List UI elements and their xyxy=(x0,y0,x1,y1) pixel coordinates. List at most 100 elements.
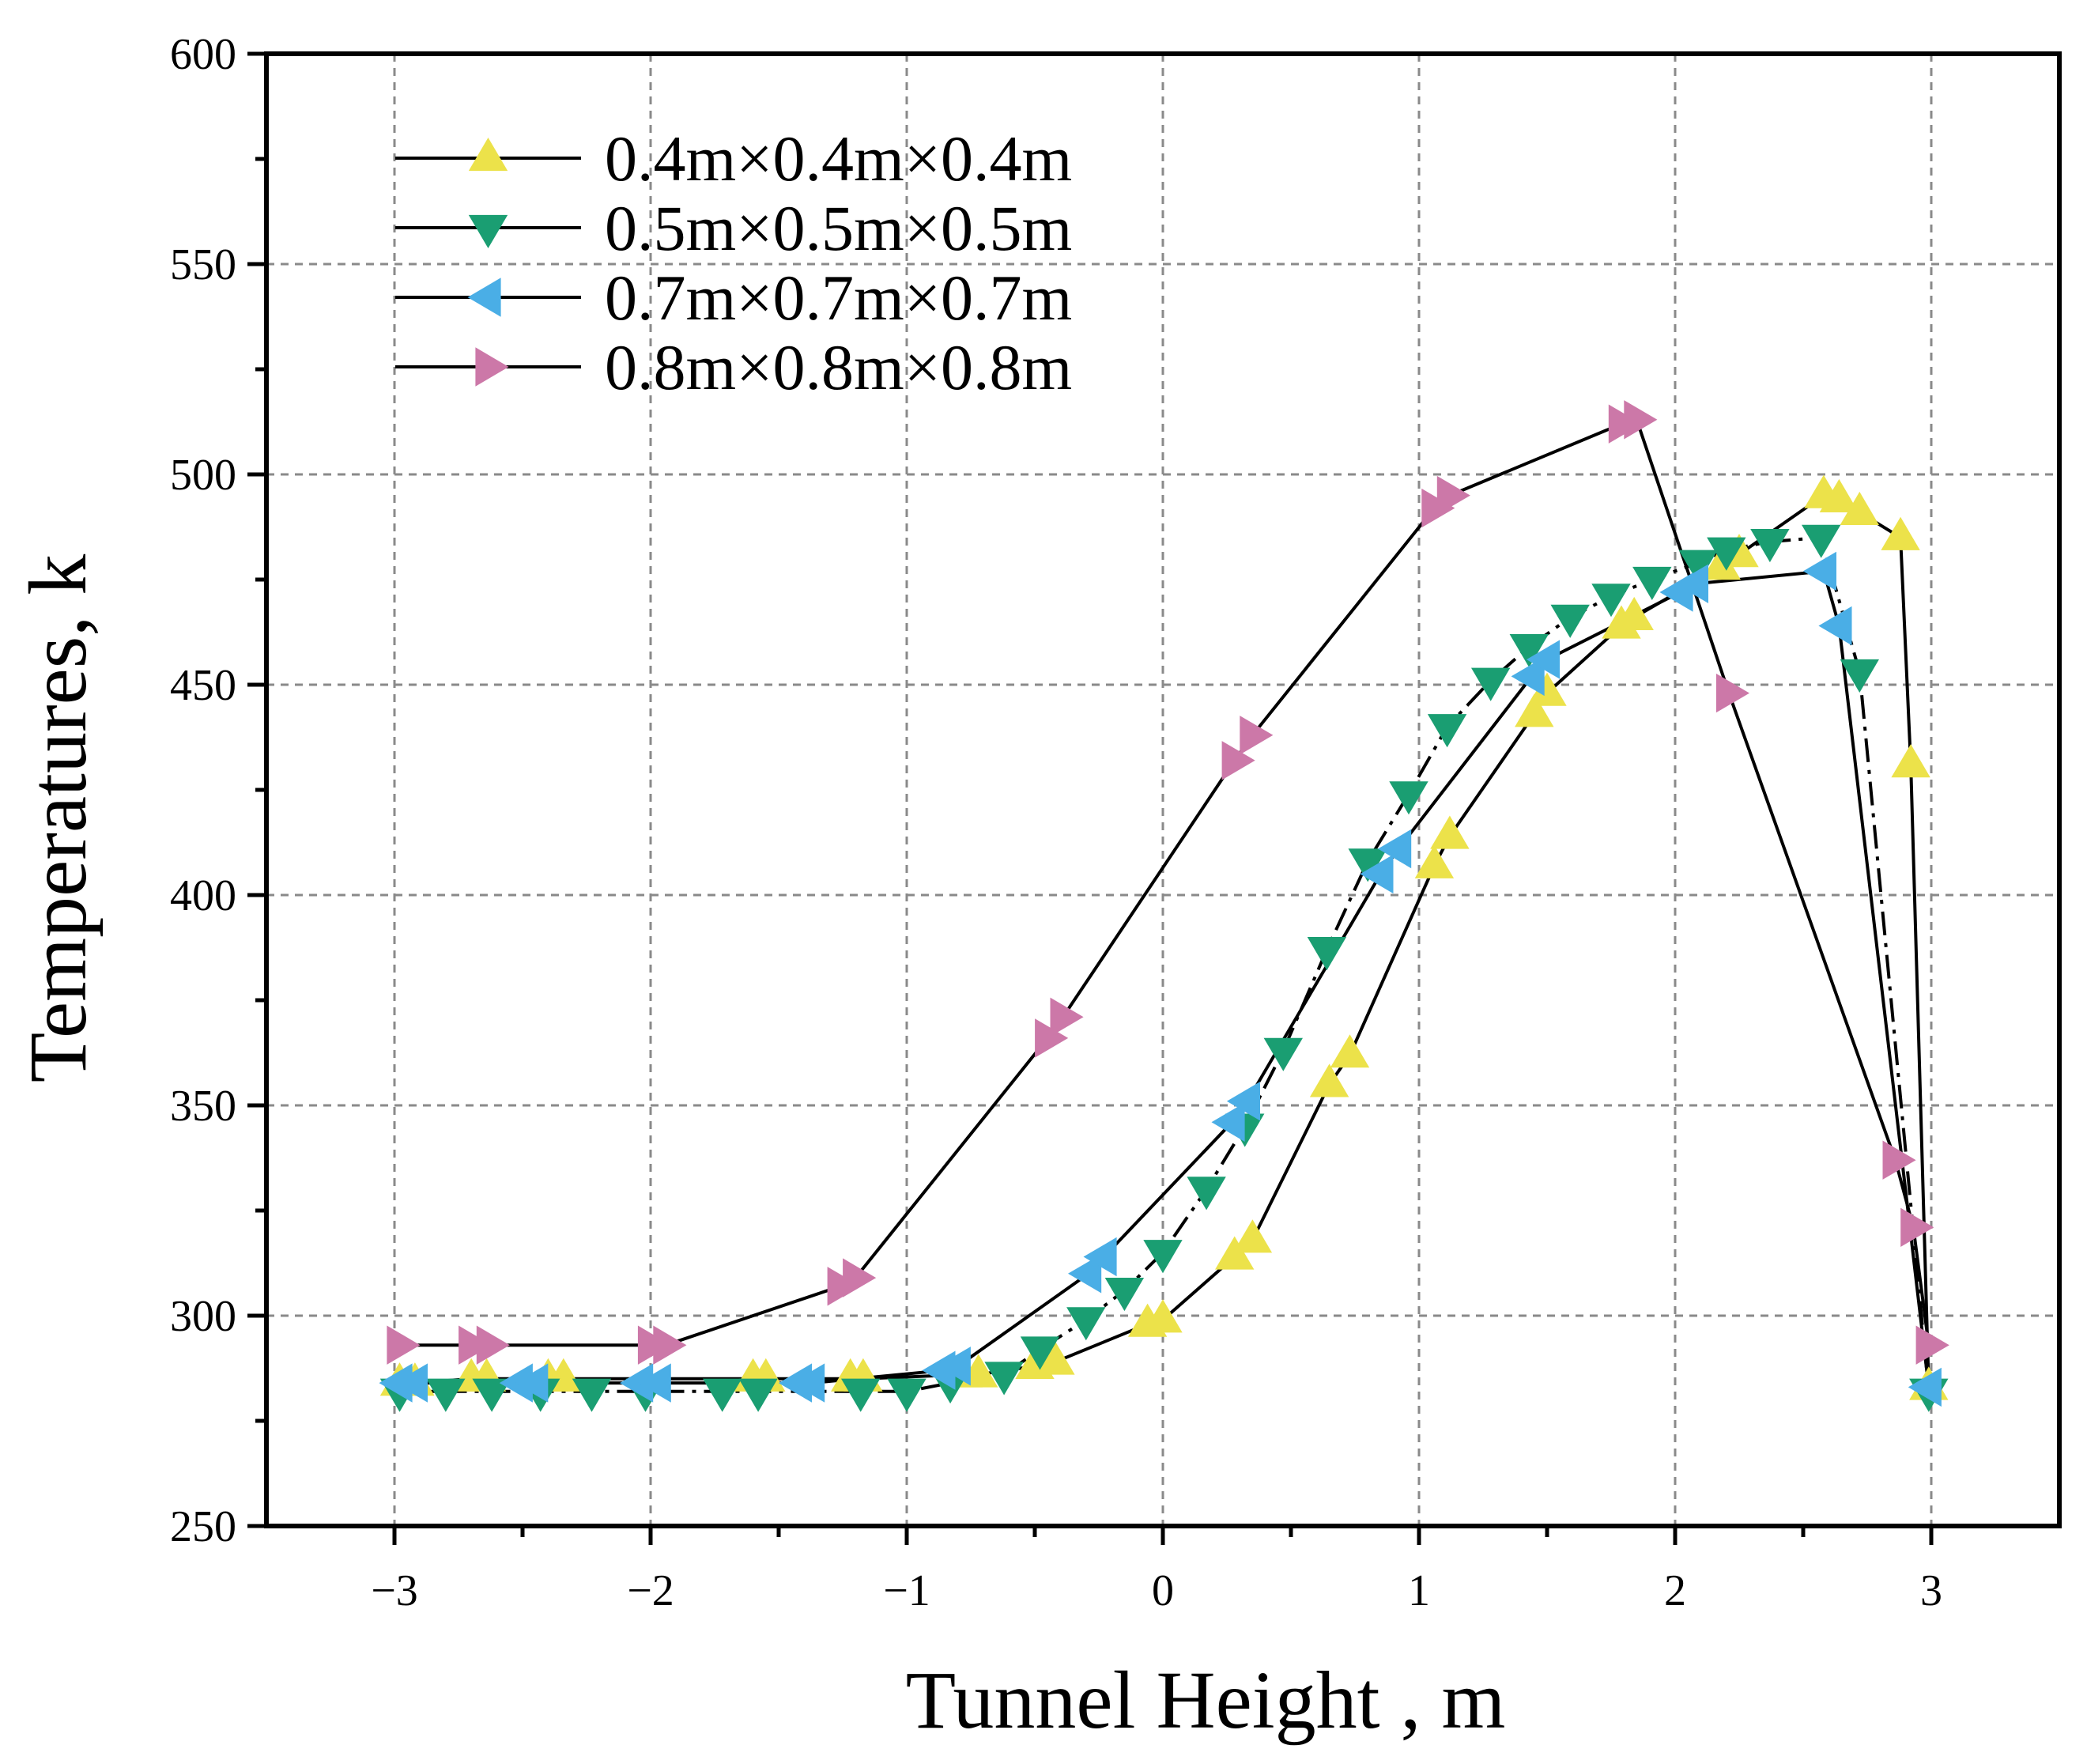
series-0-point-23 xyxy=(1527,672,1567,706)
series-0-point-29 xyxy=(1819,478,1859,512)
series-2-point-11 xyxy=(1083,1237,1117,1277)
series-0-point-22 xyxy=(1515,693,1554,727)
series-3-point-2 xyxy=(476,1325,510,1365)
series-2-point-15 xyxy=(1378,829,1412,869)
tick-labels: −3 −2 −1 0 1 2 3 250 300 350 400 450 500 550 600 xyxy=(170,30,1942,1615)
series-2-point-16 xyxy=(1511,656,1545,697)
series-0-point-18 xyxy=(1309,1063,1349,1097)
series-2-point-3 xyxy=(515,1363,549,1403)
series-1-point-12 xyxy=(1020,1336,1060,1370)
series-1-point-8 xyxy=(841,1378,881,1412)
series-2-point-1 xyxy=(394,1363,428,1403)
y-tick-label-0: 250 xyxy=(170,1502,236,1551)
series-line-1 xyxy=(399,535,1930,1393)
legend-marker-3 xyxy=(475,347,509,387)
series-1-point-4 xyxy=(572,1378,612,1412)
series-1-point-25 xyxy=(1550,604,1590,638)
series-1-point-24 xyxy=(1509,634,1549,668)
legend-marker-0 xyxy=(468,138,508,172)
x-tick-label-1: −2 xyxy=(627,1566,674,1615)
series-2-point-13 xyxy=(1226,1082,1260,1121)
series-2-point-7 xyxy=(791,1363,825,1403)
series-0-point-25 xyxy=(1614,596,1654,630)
series-1-point-27 xyxy=(1632,566,1672,600)
x-tick-label-5: 2 xyxy=(1664,1566,1686,1615)
series-0-point-17 xyxy=(1232,1219,1273,1253)
series-2-point-22 xyxy=(1908,1367,1942,1407)
series-1-point-2 xyxy=(472,1378,511,1412)
series-1-point-6 xyxy=(703,1378,742,1412)
series-1-point-31 xyxy=(1802,524,1841,558)
series-2-point-12 xyxy=(1211,1102,1245,1142)
series-0-point-19 xyxy=(1330,1034,1370,1068)
legend-label-0: 0.4m×0.4m×0.4m xyxy=(605,123,1072,195)
y-tick-label-1: 300 xyxy=(170,1292,236,1341)
series-0-point-26 xyxy=(1701,546,1741,580)
x-tick-label-0: −3 xyxy=(371,1566,418,1615)
series-0-point-30 xyxy=(1840,491,1879,525)
series-1-point-13 xyxy=(1066,1307,1106,1341)
x-tick-label-2: −1 xyxy=(883,1566,930,1615)
series-3-point-12 xyxy=(1436,475,1470,516)
series-1-point-16 xyxy=(1187,1177,1226,1211)
series-1-point-9 xyxy=(887,1378,927,1412)
series-0-point-13 xyxy=(1036,1341,1075,1375)
legend: 0.4m×0.4m×0.4m0.5m×0.5m×0.5m0.7m×0.7m×0.… xyxy=(395,123,1072,403)
y-tick-label-4: 450 xyxy=(170,661,236,710)
legend-label-2: 0.7m×0.7m×0.7m xyxy=(605,262,1072,334)
series-0-point-15 xyxy=(1143,1299,1183,1333)
series-1-point-30 xyxy=(1750,529,1790,563)
series-markers xyxy=(379,400,1949,1412)
series-0-point-20 xyxy=(1414,844,1455,878)
series-3-point-9 xyxy=(1221,741,1255,780)
series-3-point-16 xyxy=(1882,1140,1916,1180)
series-1-point-19 xyxy=(1307,937,1347,971)
series-3-point-6 xyxy=(843,1258,877,1298)
series-2-point-14 xyxy=(1360,854,1394,894)
series-3-point-10 xyxy=(1240,716,1274,755)
legend-label-1: 0.5m×0.5m×0.5m xyxy=(605,192,1072,264)
series-3-point-18 xyxy=(1915,1325,1949,1365)
y-tick-label-7: 600 xyxy=(170,30,236,79)
series-3-point-17 xyxy=(1900,1207,1934,1247)
series-1-point-11 xyxy=(984,1362,1024,1396)
series-1-point-32 xyxy=(1840,659,1879,693)
series-0-point-16 xyxy=(1215,1236,1255,1270)
series-2-point-10 xyxy=(1068,1254,1102,1294)
series-3-point-8 xyxy=(1050,997,1084,1037)
series-2-point-9 xyxy=(937,1347,971,1386)
x-axis-title: Tunnel Height , m xyxy=(906,1655,1506,1746)
series-0-point-21 xyxy=(1430,815,1470,849)
series-2-point-19 xyxy=(1674,564,1708,603)
series-1-point-23 xyxy=(1471,667,1511,701)
series-3-point-7 xyxy=(1035,1018,1069,1058)
series-2-point-20 xyxy=(1802,551,1836,591)
series-2-point-17 xyxy=(1527,640,1561,679)
series-3-point-15 xyxy=(1715,673,1749,713)
legend-marker-2 xyxy=(467,278,501,317)
series-0-point-32 xyxy=(1891,744,1930,778)
legend-label-3: 0.8m×0.8m×0.8m xyxy=(605,331,1072,403)
series-3-point-14 xyxy=(1624,400,1658,440)
series-2-point-4 xyxy=(620,1363,654,1403)
series-1-point-26 xyxy=(1591,584,1631,618)
series-1-point-22 xyxy=(1427,714,1467,748)
series-2-point-5 xyxy=(637,1363,671,1403)
y-tick-label-5: 500 xyxy=(170,451,236,500)
series-1-point-28 xyxy=(1678,550,1718,584)
y-tick-label-2: 350 xyxy=(170,1082,236,1131)
series-1-point-7 xyxy=(738,1378,778,1412)
series-1-point-15 xyxy=(1143,1240,1183,1274)
series-1-point-29 xyxy=(1707,537,1746,571)
series-3-point-1 xyxy=(459,1325,493,1365)
y-tick-label-3: 400 xyxy=(170,871,236,920)
legend-marker-1 xyxy=(468,214,508,248)
series-3-point-0 xyxy=(387,1325,421,1365)
x-tick-label-3: 0 xyxy=(1152,1566,1174,1615)
x-tick-label-6: 3 xyxy=(1920,1566,1942,1615)
axes xyxy=(247,51,2062,1545)
y-tick-label-6: 550 xyxy=(170,240,236,289)
y-axis-title: Temperatures, k xyxy=(13,554,104,1082)
series-1-point-21 xyxy=(1389,781,1428,815)
